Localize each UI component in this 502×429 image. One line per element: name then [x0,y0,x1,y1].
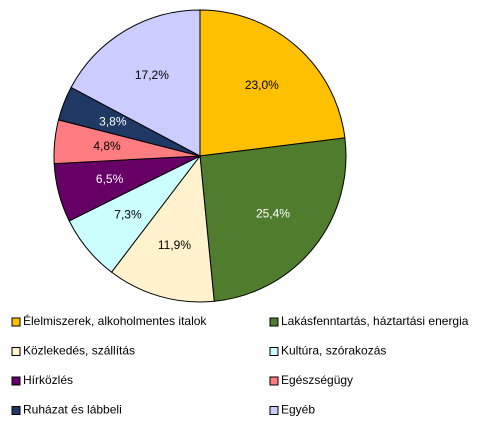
legend-label: Közlekedés, szállítás [23,344,135,358]
data-label: 17,2% [135,68,169,82]
legend-swatch [269,406,279,415]
data-label: 3,8% [99,114,127,128]
legend-swatch [269,317,279,327]
data-label: 7,3% [114,208,142,222]
pie-slice [110,154,215,303]
legend-label: Kultúra, szórakozás [281,344,386,358]
legend-swatch [269,376,279,386]
legend-label: Élelmiszerek, alkoholmentes italok [23,313,207,328]
data-label: 23,0% [245,78,279,92]
legend-label: Egyéb [281,403,315,417]
legend-label: Lakásfenntartás, háztartási energia [281,314,469,328]
legend-swatch [269,347,279,356]
pie-slice [199,9,346,157]
data-label: 4,8% [93,139,121,153]
pie-slice [199,137,347,302]
data-label: 6,5% [96,172,124,186]
legend-swatch [11,376,21,386]
legend-label: Hírközlés [23,373,73,387]
legend-label: Egészségügy [281,373,353,387]
legend-swatch [11,406,21,415]
legend-swatch [11,317,21,327]
data-label: 11,9% [158,238,191,252]
legend-label: Ruházat és lábbeli [23,403,122,417]
pie-slice [70,9,201,157]
legend-swatch [11,347,21,356]
data-label: 25,4% [256,207,290,221]
